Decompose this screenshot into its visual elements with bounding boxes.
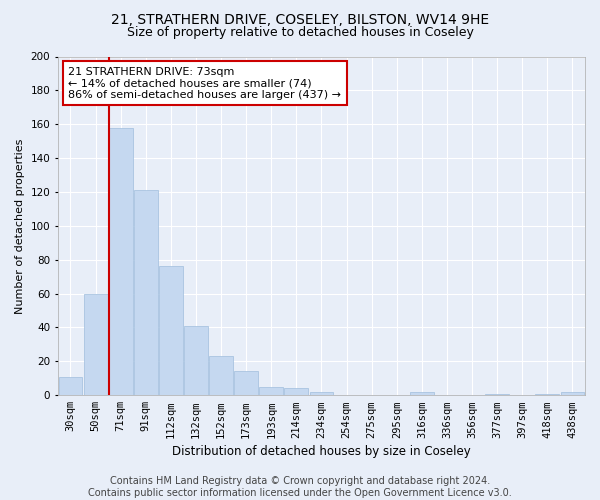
Bar: [284, 388, 308, 395]
Bar: [234, 372, 258, 395]
X-axis label: Distribution of detached houses by size in Coseley: Distribution of detached houses by size …: [172, 444, 471, 458]
Text: 21 STRATHERN DRIVE: 73sqm
← 14% of detached houses are smaller (74)
86% of semi-: 21 STRATHERN DRIVE: 73sqm ← 14% of detac…: [68, 66, 341, 100]
Bar: [259, 386, 283, 395]
Y-axis label: Number of detached properties: Number of detached properties: [15, 138, 25, 314]
Bar: [535, 394, 559, 395]
Text: Size of property relative to detached houses in Coseley: Size of property relative to detached ho…: [127, 26, 473, 39]
Bar: [410, 392, 434, 395]
Bar: [59, 376, 82, 395]
Bar: [485, 394, 509, 395]
Text: 21, STRATHERN DRIVE, COSELEY, BILSTON, WV14 9HE: 21, STRATHERN DRIVE, COSELEY, BILSTON, W…: [111, 12, 489, 26]
Bar: [560, 392, 584, 395]
Text: Contains HM Land Registry data © Crown copyright and database right 2024.
Contai: Contains HM Land Registry data © Crown c…: [88, 476, 512, 498]
Bar: [134, 190, 158, 395]
Bar: [109, 128, 133, 395]
Bar: [159, 266, 183, 395]
Bar: [83, 294, 107, 395]
Bar: [209, 356, 233, 395]
Bar: [184, 326, 208, 395]
Bar: [310, 392, 334, 395]
